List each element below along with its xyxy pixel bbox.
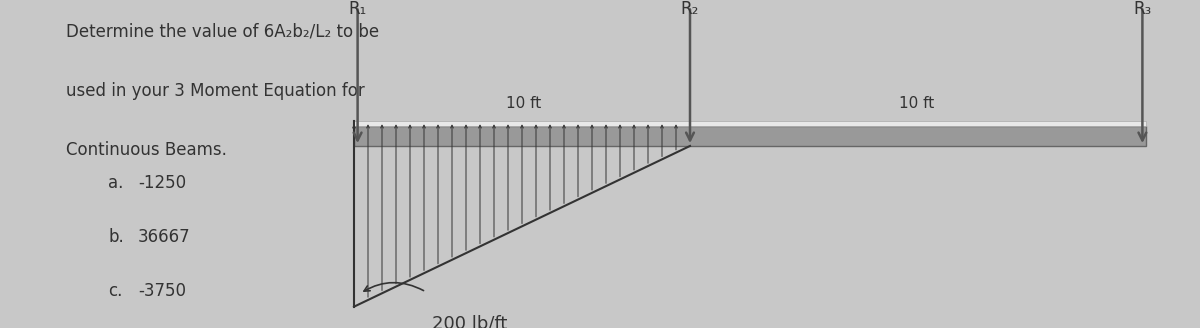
Text: 36667: 36667	[138, 228, 191, 246]
Text: -3750: -3750	[138, 282, 186, 300]
Text: used in your 3 Moment Equation for: used in your 3 Moment Equation for	[66, 82, 365, 100]
Text: 10 ft: 10 ft	[506, 96, 541, 111]
Text: a.: a.	[108, 174, 124, 192]
Text: c.: c.	[108, 282, 122, 300]
Text: R₃: R₃	[1133, 0, 1152, 18]
Bar	[354, 121, 1146, 126]
Text: -1250: -1250	[138, 174, 186, 192]
Text: Continuous Beams.: Continuous Beams.	[66, 141, 227, 159]
Text: Determine the value of 6A₂b₂/L₂ to be: Determine the value of 6A₂b₂/L₂ to be	[66, 23, 379, 41]
Text: b.: b.	[108, 228, 124, 246]
Text: R₁: R₁	[348, 0, 367, 18]
Text: R₂: R₂	[680, 0, 700, 18]
Text: 10 ft: 10 ft	[899, 96, 934, 111]
Bar	[0, 0, 60, 328]
Bar	[354, 126, 1146, 146]
Text: 200 lb/ft: 200 lb/ft	[432, 315, 508, 328]
